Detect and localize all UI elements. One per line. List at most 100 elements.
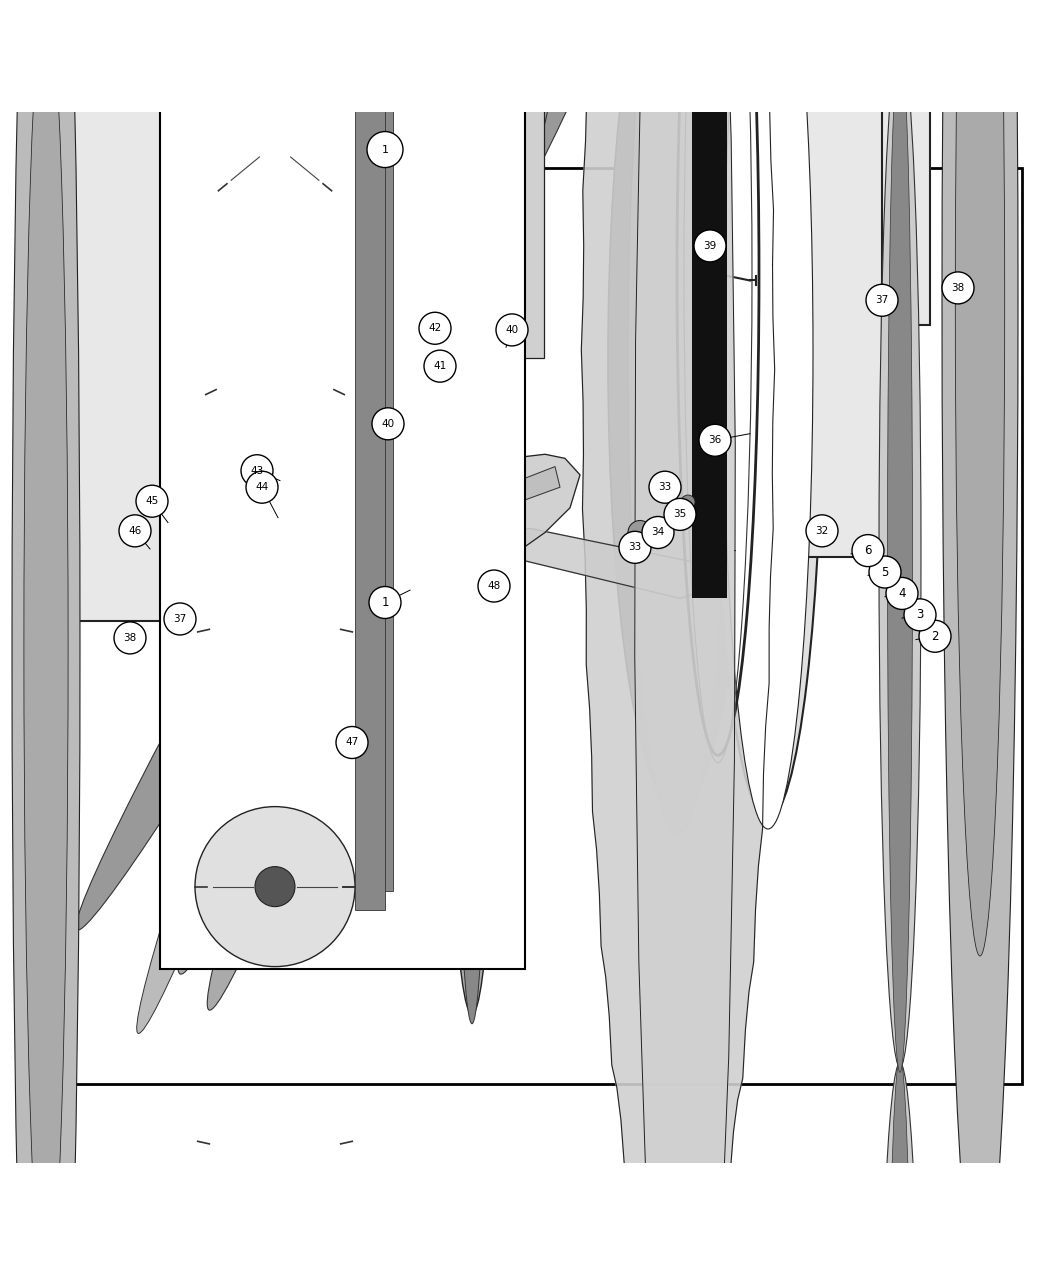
Circle shape (419, 312, 452, 344)
Text: 2: 2 (931, 630, 939, 643)
Circle shape (372, 408, 404, 440)
Circle shape (628, 520, 652, 544)
Ellipse shape (444, 18, 500, 1015)
Circle shape (886, 578, 918, 609)
Ellipse shape (12, 0, 80, 1275)
Ellipse shape (881, 0, 920, 46)
Circle shape (242, 455, 273, 487)
Circle shape (336, 727, 367, 759)
Text: 44: 44 (255, 482, 269, 492)
Text: 4: 4 (898, 586, 906, 601)
Ellipse shape (723, 0, 813, 829)
Polygon shape (459, 309, 465, 316)
Text: 38: 38 (951, 283, 965, 293)
Bar (820, 0, 930, 325)
Bar (355, 0, 385, 909)
Text: 1: 1 (381, 595, 388, 609)
Text: 36: 36 (709, 435, 721, 445)
Circle shape (664, 499, 696, 530)
Circle shape (195, 807, 355, 966)
Text: 1: 1 (381, 144, 388, 154)
Text: 34: 34 (651, 528, 665, 538)
Text: 48: 48 (487, 581, 501, 592)
Text: 39: 39 (704, 241, 716, 251)
Circle shape (699, 425, 731, 456)
Circle shape (806, 515, 838, 547)
Circle shape (866, 284, 898, 316)
Circle shape (480, 564, 500, 584)
Circle shape (919, 620, 951, 653)
Text: 40: 40 (381, 418, 395, 428)
Ellipse shape (136, 89, 483, 1034)
Polygon shape (450, 309, 456, 316)
Ellipse shape (608, 0, 748, 811)
Text: 40: 40 (505, 325, 519, 335)
Circle shape (174, 547, 202, 575)
FancyBboxPatch shape (410, 0, 428, 320)
Circle shape (681, 495, 695, 509)
Circle shape (694, 230, 726, 261)
Bar (752, 0, 882, 557)
Bar (375, 0, 393, 891)
Polygon shape (385, 467, 560, 550)
Circle shape (496, 314, 528, 346)
Text: 43: 43 (250, 465, 264, 476)
Bar (22, 168, 1022, 1084)
Circle shape (942, 272, 974, 303)
Circle shape (642, 516, 674, 548)
Circle shape (852, 534, 884, 566)
Ellipse shape (628, 0, 728, 833)
Polygon shape (441, 309, 447, 316)
Ellipse shape (24, 0, 68, 1275)
Circle shape (869, 556, 901, 588)
Bar (492, 0, 544, 358)
Circle shape (164, 603, 196, 635)
Polygon shape (420, 468, 514, 565)
Polygon shape (168, 435, 490, 654)
FancyBboxPatch shape (482, 0, 500, 320)
Circle shape (904, 599, 936, 631)
Text: 3: 3 (917, 608, 924, 621)
Circle shape (369, 586, 401, 618)
Polygon shape (468, 309, 474, 316)
Ellipse shape (956, 0, 1005, 956)
Ellipse shape (888, 0, 912, 50)
Text: 46: 46 (128, 525, 142, 536)
Bar (692, 0, 727, 598)
FancyBboxPatch shape (430, 0, 482, 316)
Text: 45: 45 (145, 496, 159, 506)
Ellipse shape (713, 0, 823, 819)
Circle shape (620, 532, 651, 564)
Polygon shape (635, 0, 735, 1275)
Circle shape (255, 867, 295, 907)
Text: 37: 37 (173, 615, 187, 623)
Text: 47: 47 (345, 737, 359, 747)
Circle shape (119, 515, 151, 547)
Text: 38: 38 (124, 632, 136, 643)
Polygon shape (360, 454, 580, 574)
Ellipse shape (455, 9, 489, 1024)
Circle shape (136, 509, 240, 613)
Ellipse shape (177, 41, 522, 974)
Ellipse shape (942, 0, 1018, 1275)
Ellipse shape (207, 71, 552, 1010)
Polygon shape (480, 528, 720, 598)
Bar (62, 0, 180, 621)
Circle shape (150, 523, 226, 599)
Circle shape (123, 496, 253, 626)
Polygon shape (432, 309, 438, 316)
Ellipse shape (879, 41, 921, 1067)
Circle shape (114, 622, 146, 654)
Ellipse shape (878, 1063, 922, 1275)
Ellipse shape (76, 36, 594, 931)
Bar (360, 0, 412, 442)
Circle shape (368, 131, 403, 167)
Ellipse shape (887, 36, 912, 1072)
Text: 42: 42 (428, 324, 442, 333)
Text: 6: 6 (864, 544, 872, 557)
Bar (160, 62, 525, 969)
Circle shape (424, 351, 456, 382)
Circle shape (162, 536, 214, 588)
Polygon shape (582, 0, 775, 1275)
Circle shape (136, 486, 168, 518)
